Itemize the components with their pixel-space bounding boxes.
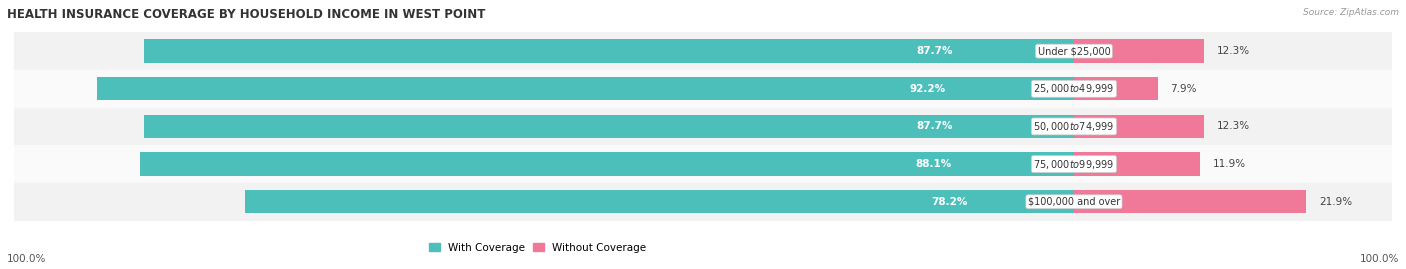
- Bar: [145, 115, 1074, 138]
- Text: 87.7%: 87.7%: [917, 121, 953, 132]
- Bar: [97, 77, 1074, 100]
- Bar: [141, 153, 1074, 176]
- Bar: [14, 183, 1392, 221]
- Bar: [1074, 77, 1157, 100]
- Text: 78.2%: 78.2%: [931, 197, 967, 207]
- Bar: [14, 32, 1392, 70]
- Text: $25,000 to $49,999: $25,000 to $49,999: [1033, 82, 1115, 95]
- Text: 21.9%: 21.9%: [1319, 197, 1353, 207]
- Text: $100,000 and over: $100,000 and over: [1028, 197, 1121, 207]
- Text: $75,000 to $99,999: $75,000 to $99,999: [1033, 158, 1115, 171]
- Text: 11.9%: 11.9%: [1213, 159, 1246, 169]
- Bar: [1074, 190, 1306, 213]
- Text: 92.2%: 92.2%: [910, 84, 945, 94]
- Text: 7.9%: 7.9%: [1170, 84, 1197, 94]
- Text: $50,000 to $74,999: $50,000 to $74,999: [1033, 120, 1115, 133]
- Text: 87.7%: 87.7%: [917, 46, 953, 56]
- Text: 88.1%: 88.1%: [915, 159, 952, 169]
- Text: HEALTH INSURANCE COVERAGE BY HOUSEHOLD INCOME IN WEST POINT: HEALTH INSURANCE COVERAGE BY HOUSEHOLD I…: [7, 8, 485, 21]
- Bar: [1074, 115, 1205, 138]
- Text: Source: ZipAtlas.com: Source: ZipAtlas.com: [1303, 8, 1399, 17]
- Bar: [1074, 40, 1205, 63]
- Text: 12.3%: 12.3%: [1218, 46, 1250, 56]
- Bar: [1074, 153, 1201, 176]
- Bar: [245, 190, 1074, 213]
- Text: 12.3%: 12.3%: [1218, 121, 1250, 132]
- Bar: [145, 40, 1074, 63]
- Legend: With Coverage, Without Coverage: With Coverage, Without Coverage: [425, 238, 651, 257]
- Text: 100.0%: 100.0%: [1360, 254, 1399, 264]
- Bar: [14, 70, 1392, 108]
- Text: Under $25,000: Under $25,000: [1038, 46, 1111, 56]
- Bar: [14, 108, 1392, 145]
- Bar: [14, 145, 1392, 183]
- Text: 100.0%: 100.0%: [7, 254, 46, 264]
